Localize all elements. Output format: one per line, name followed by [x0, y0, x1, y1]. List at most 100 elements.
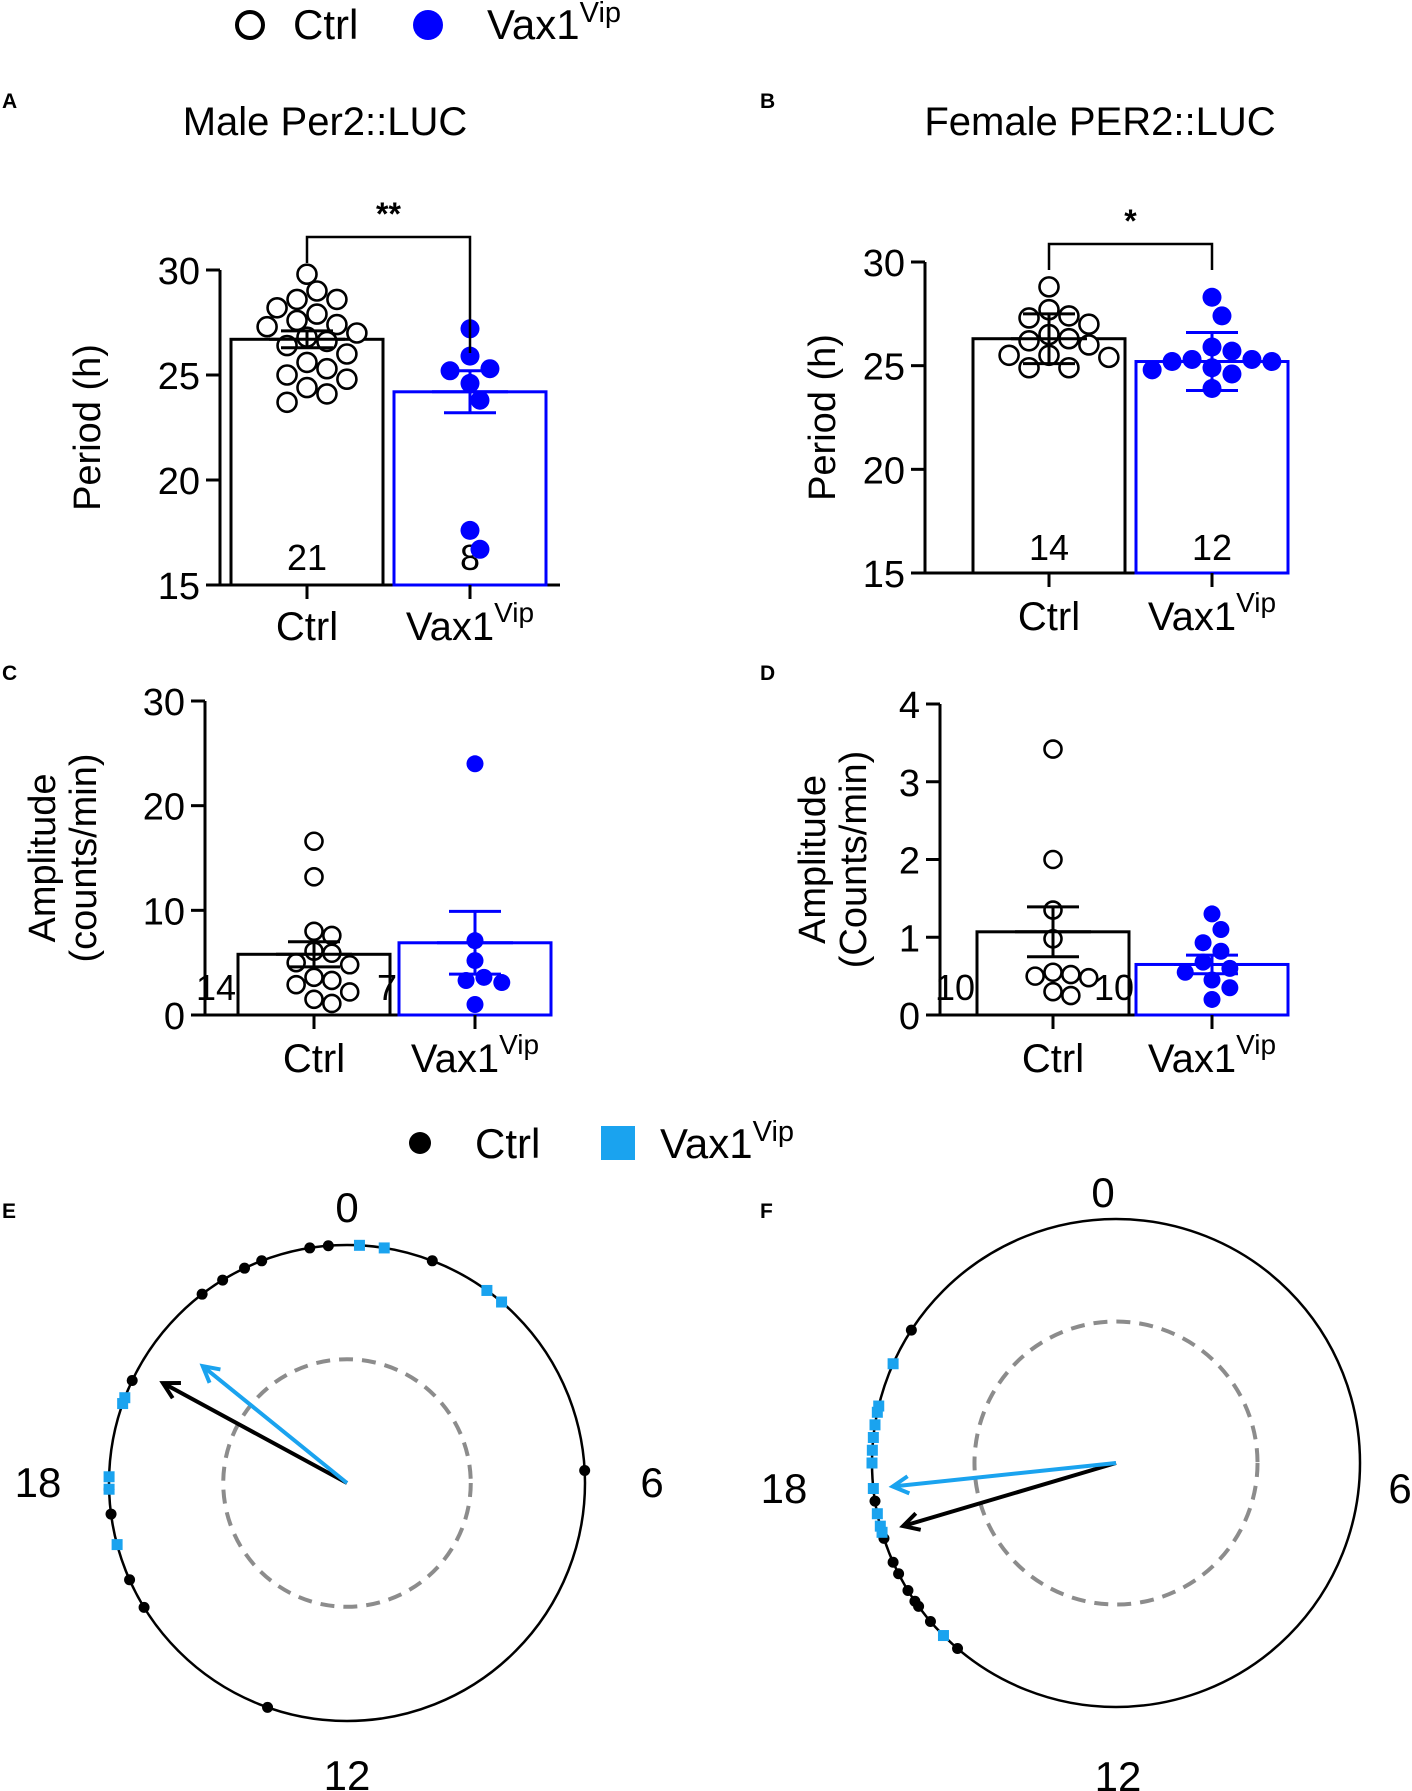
- data-point-vax: [1222, 364, 1242, 384]
- y-axis-label-units: (Counts/min): [833, 751, 875, 969]
- n-label: 10: [1094, 967, 1134, 1008]
- legend-polar: Ctrl Vax1Vip: [409, 1116, 794, 1167]
- y-tick-label: 1: [899, 918, 920, 960]
- phase-point-vax: [873, 1400, 885, 1412]
- polar-reference-circle: [221, 1357, 473, 1609]
- phase-point-vax: [378, 1242, 390, 1254]
- y-tick-label: 20: [143, 787, 185, 829]
- hour-label-18: 18: [761, 1465, 808, 1512]
- mean-vector-vax-head: [199, 1363, 221, 1384]
- hour-label-0: 0: [1091, 1169, 1114, 1216]
- n-label: 14: [1029, 527, 1069, 568]
- data-point-ctrl: [1078, 967, 1099, 988]
- data-point-ctrl: [1018, 329, 1040, 352]
- mean-vector-vax: [892, 1461, 1117, 1489]
- phase-point-ctrl: [869, 1495, 881, 1507]
- data-point-vax: [470, 539, 490, 559]
- n-label: 10: [935, 967, 975, 1008]
- data-point-ctrl: [256, 315, 278, 338]
- polar-outer-circle: [107, 1243, 587, 1723]
- panel-c: 0 10 20 30 Amplitude (counts/min) Ctrl 14 Vax1Vi…: [22, 682, 553, 1081]
- y-tick-label: 15: [158, 566, 200, 608]
- data-point-ctrl: [1043, 981, 1063, 1002]
- panel-f: 0 6 12 18: [761, 1169, 1412, 1791]
- x-tick-label-ctrl: Ctrl: [276, 605, 338, 649]
- data-point-ctrl: [276, 364, 298, 386]
- legend-vax-marker: [413, 10, 443, 40]
- mean-vector-ctrl: [902, 1461, 1117, 1528]
- data-point-vax: [1194, 953, 1212, 971]
- n-label: 7: [377, 967, 397, 1008]
- data-point-ctrl: [296, 263, 318, 286]
- data-point-ctrl: [1018, 307, 1040, 329]
- y-axis-label: Period (h): [802, 334, 844, 501]
- phase-point-vax: [866, 1457, 878, 1469]
- phase-point-vax: [867, 1483, 879, 1495]
- data-point-ctrl: [304, 967, 324, 988]
- data-point-ctrl: [266, 296, 288, 319]
- phase-point-ctrl: [196, 1288, 208, 1300]
- panel-letter-c: C: [2, 662, 17, 685]
- chart-title: Female PER2::LUC: [924, 100, 1275, 144]
- phase-point-ctrl: [426, 1255, 438, 1267]
- data-point-ctrl: [346, 322, 368, 344]
- legend-ctrl-label: Ctrl: [293, 1, 358, 48]
- data-point-vax: [460, 520, 480, 540]
- phase-point-ctrl: [322, 1240, 334, 1252]
- data-point-ctrl: [286, 952, 306, 973]
- data-point-ctrl: [1058, 356, 1080, 379]
- y-tick-label: 25: [158, 356, 200, 398]
- data-point-vax: [480, 359, 500, 379]
- data-point-vax: [457, 971, 475, 989]
- phase-point-vax: [867, 1431, 879, 1443]
- data-point-ctrl: [304, 921, 324, 942]
- data-point-vax: [1202, 287, 1222, 307]
- y-tick-label: 20: [158, 461, 200, 503]
- data-point-vax: [1212, 920, 1230, 938]
- hour-label-6: 6: [640, 1459, 663, 1506]
- panel-letter-b: B: [760, 90, 775, 113]
- legend-polar-vax-label: Vax1Vip: [660, 1116, 794, 1167]
- legend-polar-ctrl-label: Ctrl: [475, 1120, 540, 1167]
- x-tick-label-vax: Vax1Vip: [411, 1029, 539, 1081]
- chart-title: Male Per2::LUC: [183, 100, 468, 144]
- phase-point-ctrl: [126, 1375, 138, 1387]
- phase-point-vax: [353, 1239, 365, 1251]
- y-tick-label: 2: [899, 841, 920, 883]
- y-tick-label: 4: [899, 685, 920, 727]
- phase-point-vax: [496, 1296, 508, 1308]
- significance-label: **: [376, 196, 401, 232]
- phase-point-vax: [937, 1630, 949, 1642]
- y-tick-label: 0: [164, 996, 185, 1038]
- data-point-vax: [1142, 360, 1162, 380]
- data-point-ctrl: [316, 383, 338, 405]
- phase-point-vax: [871, 1406, 883, 1418]
- data-point-vax: [493, 974, 511, 992]
- data-point-ctrl: [1061, 985, 1081, 1006]
- data-point-vax: [1203, 971, 1221, 989]
- data-point-ctrl: [306, 280, 328, 302]
- data-point-ctrl: [998, 344, 1020, 367]
- y-tick-label: 30: [863, 243, 905, 285]
- mean-vector-ctrl-head: [159, 1381, 181, 1400]
- phase-point-ctrl: [905, 1324, 917, 1336]
- data-point-ctrl: [339, 982, 360, 1002]
- phase-point-ctrl: [256, 1255, 268, 1267]
- data-point-ctrl: [286, 288, 308, 311]
- y-tick-label: 30: [143, 682, 185, 724]
- y-tick-label: 20: [863, 450, 905, 492]
- phase-point-ctrl: [138, 1601, 150, 1613]
- data-point-ctrl: [306, 303, 328, 325]
- phase-point-vax: [887, 1358, 899, 1370]
- mean-vector-vax: [201, 1364, 349, 1485]
- data-point-ctrl: [304, 831, 324, 852]
- phase-point-ctrl: [579, 1465, 591, 1477]
- y-tick-label: 3: [899, 763, 920, 805]
- data-point-ctrl: [276, 334, 298, 357]
- n-label: 12: [1192, 527, 1232, 568]
- y-tick-label: 30: [158, 251, 200, 293]
- x-tick-label-ctrl: Ctrl: [1018, 595, 1080, 639]
- data-point-ctrl: [336, 368, 358, 391]
- phase-point-vax: [874, 1520, 886, 1532]
